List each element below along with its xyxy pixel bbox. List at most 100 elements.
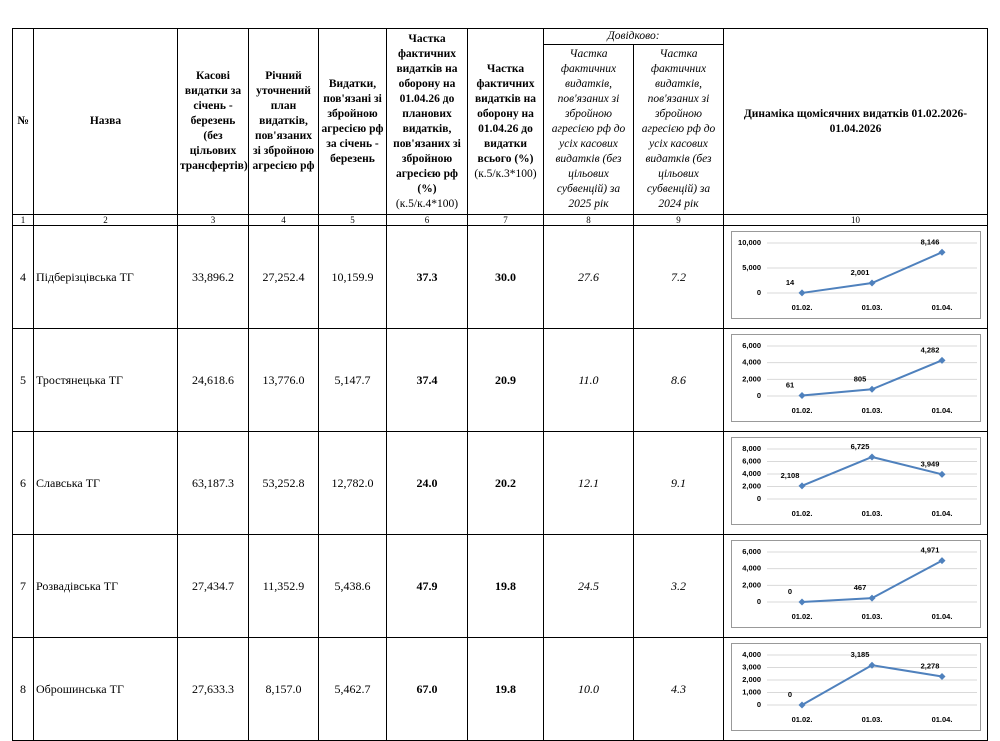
row-number: 8 <box>12 637 34 741</box>
cell: 33,896.2 <box>177 225 249 329</box>
point <box>798 482 805 490</box>
cell: 11,352.9 <box>248 534 319 638</box>
cell: 27,633.3 <box>177 637 249 741</box>
row-name: Тростянецька ТГ <box>33 328 178 432</box>
x-tick-label: 01.04. <box>931 303 952 312</box>
y-tick-label: 2,000 <box>742 481 761 490</box>
x-tick-label: 01.02. <box>791 303 812 312</box>
cell: 5,438.6 <box>318 534 387 638</box>
x-tick-label: 01.04. <box>931 406 952 415</box>
y-tick-label: 0 <box>756 597 760 606</box>
chart-frame <box>730 540 981 628</box>
row-number: 4 <box>12 225 34 329</box>
header-formula: (к.5/к.3*100) <box>474 167 537 180</box>
value-label: 3,949 <box>920 459 939 468</box>
point <box>798 289 805 297</box>
value-label: 8,146 <box>920 237 939 246</box>
point <box>798 598 805 606</box>
value-label: 0 <box>787 587 791 596</box>
cell: 5,147.7 <box>318 328 387 432</box>
header-cell: Динаміка щомісячних видатків 01.02.2026-… <box>723 28 988 215</box>
mini-chart: 0 2,000 4,000 6,000 01.02. 61 01.03. 805 01.04. 4… <box>730 334 981 422</box>
point <box>798 701 805 709</box>
data-row: 7 Розвадівська ТГ 27,434.7 11,352.9 5,438.6 4… <box>12 534 988 638</box>
y-tick-label: 2,000 <box>742 580 761 589</box>
header-cell: Видатки, пов'язані зі збройною агресією … <box>318 28 387 215</box>
column-number: 6 <box>386 214 468 226</box>
y-tick-label: 6,000 <box>742 341 761 350</box>
column-number: 3 <box>177 214 249 226</box>
header-cell: Частка фактичних видатків, пов'язаних зі… <box>543 44 634 215</box>
column-number: 7 <box>467 214 544 226</box>
cell: 3.2 <box>633 534 724 638</box>
y-tick-label: 0 <box>756 288 760 297</box>
header-cell: Частка фактичних видатків на оборону на … <box>467 28 544 215</box>
data-row: 4 Підберізцівська ТГ 33,896.2 27,252.4 10,15… <box>12 225 988 329</box>
header-formula: (к.5/к.4*100) <box>395 197 459 210</box>
point <box>938 673 945 681</box>
y-tick-label: 4,000 <box>742 469 761 478</box>
value-label: 3,185 <box>850 650 869 659</box>
report-table: № Назва Касові видатки за січень - берез… <box>12 28 988 741</box>
value-label: 2,108 <box>780 471 799 480</box>
column-number: 9 <box>633 214 724 226</box>
cell: 13,776.0 <box>248 328 319 432</box>
value-label: 467 <box>853 583 866 592</box>
cell: 20.2 <box>467 431 544 535</box>
cell: 8.6 <box>633 328 724 432</box>
y-tick-label: 6,000 <box>742 547 761 556</box>
header-cell: Частка фактичних видатків, пов'язаних зі… <box>633 44 724 215</box>
x-tick-label: 01.03. <box>861 509 882 518</box>
data-row: 6 Славська ТГ 63,187.3 53,252.8 12,782.0 24.0… <box>12 431 988 535</box>
value-label: 4,282 <box>920 345 939 354</box>
data-row: 8 Оброшинська ТГ 27,633.3 8,157.0 5,462.7 67.… <box>12 637 988 741</box>
cell: 8,157.0 <box>248 637 319 741</box>
column-number: 2 <box>33 214 178 226</box>
x-tick-label: 01.02. <box>791 612 812 621</box>
point <box>868 594 875 602</box>
column-number-row: 1 2 3 4 5 6 7 8 9 10 <box>12 214 988 226</box>
value-label: 2,278 <box>920 662 939 671</box>
x-tick-label: 01.04. <box>931 715 952 724</box>
mini-chart: 0 2,000 4,000 6,000 01.02. 0 01.03. 467 01.04. 4,… <box>730 540 981 628</box>
cell: 10,159.9 <box>318 225 387 329</box>
cell: 20.9 <box>467 328 544 432</box>
header-row: Частка фактичних видатків, пов'язаних зі… <box>13 44 988 215</box>
mini-chart: 0 5,000 10,000 01.02. 14 01.03. 2,001 01.04. 8,1… <box>730 231 981 319</box>
header-cell: № <box>12 28 34 215</box>
y-tick-label: 4,000 <box>742 650 761 659</box>
cell: 37.4 <box>386 328 468 432</box>
point <box>868 385 875 393</box>
cell: 53,252.8 <box>248 431 319 535</box>
header-cell: Назва <box>33 28 178 215</box>
group-header: Довідково: <box>543 28 724 45</box>
column-number: 1 <box>12 214 34 226</box>
y-tick-label: 6,000 <box>742 456 761 465</box>
cell: 19.8 <box>467 637 544 741</box>
cell: 27,434.7 <box>177 534 249 638</box>
x-tick-label: 01.04. <box>931 612 952 621</box>
cell: 11.0 <box>543 328 634 432</box>
y-tick-label: 0 <box>756 494 760 503</box>
cell: 47.9 <box>386 534 468 638</box>
chart-frame <box>730 231 981 319</box>
y-tick-label: 0 <box>756 700 760 709</box>
header-cell: Касові видатки за січень - березень (без… <box>177 28 249 215</box>
chart-frame <box>730 334 981 422</box>
value-label: 14 <box>785 278 794 287</box>
point <box>868 661 875 669</box>
column-number: 4 <box>248 214 319 226</box>
header-title: Частка фактичних видатків на оборону на … <box>393 32 461 195</box>
chart-cell: 0 2,000 4,000 6,000 8,000 01.02. 2,108 01.03. 6,… <box>723 431 988 535</box>
chart-cell: 0 2,000 4,000 6,000 01.02. 61 01.03. 805 01.04. 4… <box>723 328 988 432</box>
mini-chart: 0 1,000 2,000 3,000 4,000 01.02. 0 01.03. 3,185 0… <box>730 643 981 731</box>
cell: 63,187.3 <box>177 431 249 535</box>
cell: 19.8 <box>467 534 544 638</box>
chart-cell: 0 5,000 10,000 01.02. 14 01.03. 2,001 01.04. 8,1… <box>723 225 988 329</box>
y-tick-label: 8,000 <box>742 444 761 453</box>
cell: 24.0 <box>386 431 468 535</box>
y-tick-label: 3,000 <box>742 662 761 671</box>
cell: 24.5 <box>543 534 634 638</box>
